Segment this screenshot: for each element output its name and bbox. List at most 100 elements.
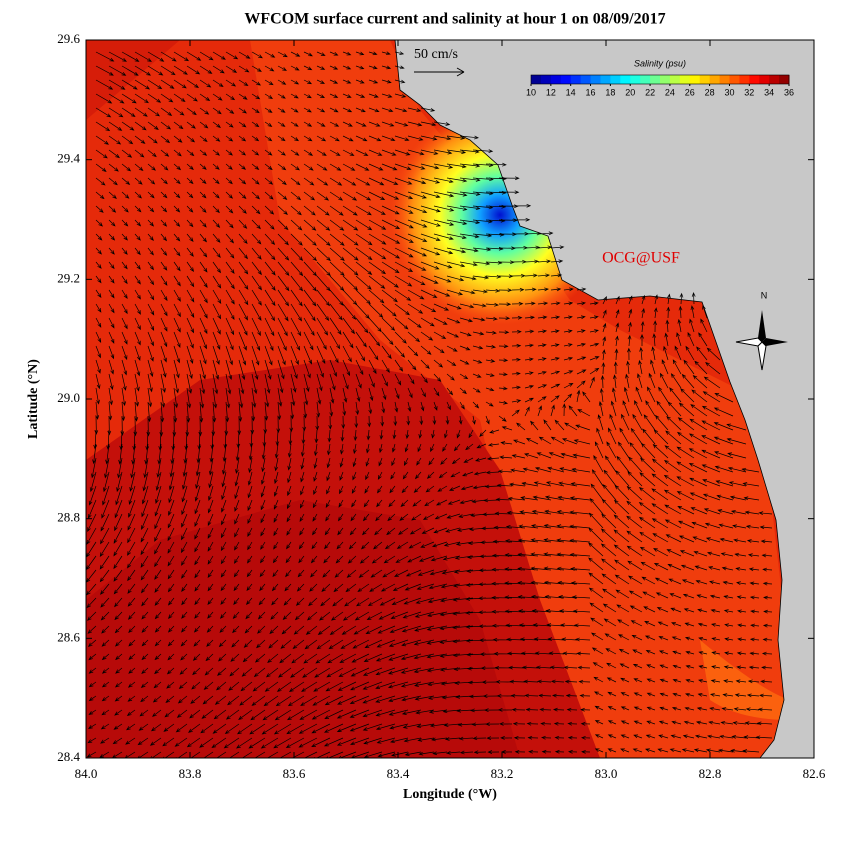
current-vector xyxy=(498,176,520,181)
current-vector xyxy=(407,303,424,314)
current-vector xyxy=(290,233,303,246)
current-vector xyxy=(664,332,669,347)
current-vector xyxy=(512,721,526,726)
current-vector xyxy=(459,331,472,337)
current-vector xyxy=(121,135,134,145)
current-vector xyxy=(88,695,97,702)
current-vector xyxy=(121,289,128,300)
current-vector xyxy=(160,149,170,157)
current-vector xyxy=(193,625,201,633)
colorbar-cell xyxy=(540,75,552,84)
current-vector xyxy=(290,65,300,71)
current-vector xyxy=(220,583,227,592)
current-vector xyxy=(334,569,344,578)
current-vector xyxy=(277,219,289,231)
current-vector xyxy=(607,734,617,739)
current-vector xyxy=(727,466,747,473)
current-vector xyxy=(513,735,526,740)
current-vector xyxy=(504,567,526,571)
current-vector xyxy=(167,625,175,633)
current-vector xyxy=(658,386,669,403)
current-vector xyxy=(485,722,500,726)
current-vector xyxy=(94,415,99,435)
current-vector xyxy=(651,473,669,487)
current-vector xyxy=(337,695,357,705)
current-vector xyxy=(653,429,669,445)
current-vector xyxy=(95,93,113,104)
current-vector xyxy=(276,681,292,692)
current-vector xyxy=(306,611,318,621)
current-vector xyxy=(100,723,110,730)
current-vector xyxy=(259,583,266,592)
current-vector xyxy=(763,609,773,614)
current-vector xyxy=(680,564,695,571)
current-vector xyxy=(663,474,682,487)
current-vector xyxy=(212,135,221,142)
current-vector xyxy=(633,678,643,683)
current-vector xyxy=(606,662,617,669)
current-vector xyxy=(388,499,396,508)
current-vector xyxy=(95,317,102,328)
current-vector xyxy=(498,400,509,405)
current-vector xyxy=(251,191,261,200)
current-vector xyxy=(491,581,513,586)
current-vector xyxy=(563,393,573,403)
current-vector xyxy=(160,345,167,363)
current-vector xyxy=(737,637,747,642)
current-vector xyxy=(390,471,396,480)
current-vector xyxy=(550,259,564,264)
current-vector xyxy=(761,665,773,670)
current-vector xyxy=(433,121,451,126)
current-vector xyxy=(208,457,214,476)
current-vector xyxy=(234,513,240,525)
current-vector xyxy=(667,293,671,305)
current-vector xyxy=(167,583,175,593)
current-vector xyxy=(381,163,398,171)
current-vector xyxy=(339,485,344,495)
current-vector xyxy=(563,287,574,292)
current-vector xyxy=(271,583,279,592)
current-vector xyxy=(628,295,633,305)
current-vector xyxy=(459,233,480,239)
current-vector xyxy=(540,721,552,726)
current-vector xyxy=(472,736,487,741)
current-vector xyxy=(88,723,97,730)
current-vector xyxy=(279,751,292,758)
current-vector xyxy=(602,603,617,613)
current-vector xyxy=(570,567,591,571)
current-vector xyxy=(294,611,305,621)
current-vector xyxy=(478,596,500,601)
current-vector xyxy=(363,737,383,745)
current-vector xyxy=(369,583,383,592)
current-vector xyxy=(245,597,253,606)
current-vector xyxy=(194,513,201,527)
current-vector xyxy=(329,289,344,306)
current-vector xyxy=(251,233,262,245)
current-vector xyxy=(342,93,352,98)
current-vector xyxy=(627,334,632,347)
current-vector xyxy=(181,499,188,516)
current-vector xyxy=(472,359,483,364)
current-vector xyxy=(433,317,448,325)
x-tick-label: 83.6 xyxy=(283,766,306,781)
current-vector xyxy=(407,177,427,185)
current-vector xyxy=(319,611,331,621)
current-vector xyxy=(620,720,630,725)
current-vector xyxy=(381,373,388,387)
current-vector xyxy=(407,233,428,242)
current-vector xyxy=(225,65,238,73)
current-vector xyxy=(439,611,461,617)
current-vector xyxy=(151,709,162,717)
current-vector xyxy=(537,357,547,361)
y-tick-label: 28.8 xyxy=(57,510,80,525)
annotation: OCG@USF xyxy=(602,250,680,267)
current-vector xyxy=(730,748,747,753)
current-vector xyxy=(401,695,422,702)
current-vector xyxy=(534,466,552,473)
current-vector xyxy=(615,309,620,319)
current-vector xyxy=(426,639,448,645)
current-vector xyxy=(147,177,156,185)
current-vector xyxy=(223,737,240,749)
current-vector xyxy=(166,681,175,689)
current-vector xyxy=(420,219,441,227)
